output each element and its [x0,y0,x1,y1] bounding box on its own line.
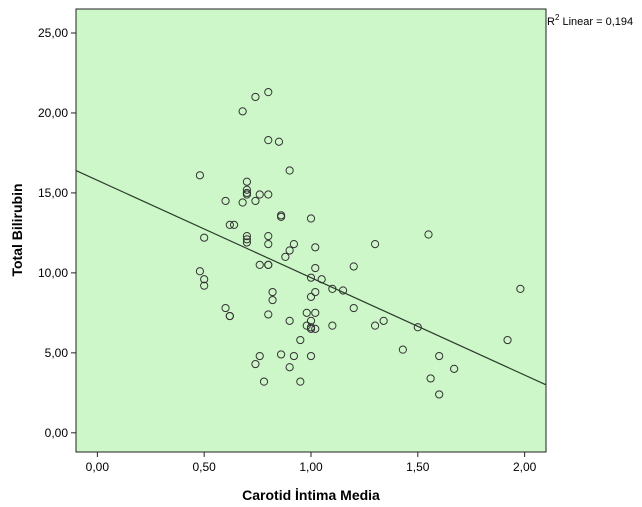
data-point [268,287,277,297]
data-point [281,252,290,261]
data-point [306,324,316,333]
data-point [289,351,299,361]
data-point [242,177,252,186]
data-points [195,88,525,399]
data-point [264,190,273,199]
data-point [264,310,273,319]
linear-fit-line [75,169,547,386]
data-point [435,351,444,361]
data-point [328,321,337,330]
x-tick-label: 2,00 [513,460,537,474]
data-point [229,220,239,230]
data-point [225,220,234,230]
data-point [221,196,230,206]
r2-label: R2 Linear = 0,194 [547,13,633,28]
y-axis-ticks: 0,00 5,00 10,00 15,00 20,00 25,00 [38,26,76,440]
data-point [251,196,260,206]
r2-prefix: R [547,16,555,28]
data-point [306,351,316,361]
data-point [255,260,264,269]
data-point [285,363,294,372]
data-point [274,137,284,146]
y-tick-label: 20,00 [38,106,68,120]
data-point [311,324,320,333]
data-point [311,243,320,252]
data-point [349,303,358,313]
data-point [516,284,525,293]
data-point [242,231,252,241]
y-tick-label: 5,00 [45,346,69,360]
x-axis-title: Carotid İntima Media [242,487,380,503]
x-tick-label: 0,50 [193,460,217,474]
data-point [264,136,273,145]
data-point [296,377,305,386]
x-tick-label: 0,00 [86,460,110,474]
data-point [264,260,273,269]
data-point [200,275,209,284]
data-point [242,238,252,247]
data-point [450,364,459,373]
data-point [370,239,380,249]
data-point [311,308,320,317]
data-point [379,316,388,325]
data-point [424,230,433,239]
data-point [264,231,273,241]
y-tick-label: 0,00 [45,426,69,440]
data-point [225,311,234,321]
data-point [268,295,277,305]
data-point [195,267,205,276]
data-point [242,235,252,244]
data-point [242,185,252,194]
data-point [306,316,316,325]
data-point [255,190,264,199]
data-point [238,107,247,116]
data-point [285,166,294,175]
data-point [311,263,320,273]
y-tick-label: 10,00 [38,266,68,280]
data-point [200,233,209,242]
y-tick-label: 25,00 [38,26,68,40]
data-point [370,321,380,330]
data-point [264,239,273,249]
r2-superscript: 2 [555,13,560,22]
data-point [426,374,435,383]
plot-area [75,8,547,453]
data-point [251,92,260,102]
data-point [238,198,247,207]
data-point [195,171,205,180]
data-point [306,273,316,282]
data-point [255,351,264,361]
data-point [200,281,209,290]
data-point [311,287,320,297]
data-point [242,190,252,199]
data-point [306,214,316,223]
data-point [306,292,316,301]
y-tick-label: 15,00 [38,186,68,200]
data-point [251,359,260,369]
data-point [289,239,299,249]
data-point [302,308,311,317]
data-point [338,286,348,295]
data-point [296,335,305,345]
x-tick-label: 1,50 [406,460,430,474]
x-axis-ticks: 0,00 0,50 1,00 1,50 2,00 [86,452,537,474]
data-point [413,323,422,332]
x-tick-label: 1,00 [299,460,323,474]
data-point [503,335,512,345]
data-point [276,212,286,222]
data-point [259,377,269,386]
data-point [349,262,358,271]
data-point [285,246,294,255]
data-point [398,345,407,354]
data-point [317,275,326,284]
data-point [221,303,230,313]
data-point [435,390,444,399]
data-point [264,88,273,97]
data-point [276,350,286,359]
data-point [285,316,294,325]
data-point [328,284,337,293]
r2-text: Linear = 0,194 [559,16,633,28]
y-axis-title: Total Bilirubin [9,183,25,276]
